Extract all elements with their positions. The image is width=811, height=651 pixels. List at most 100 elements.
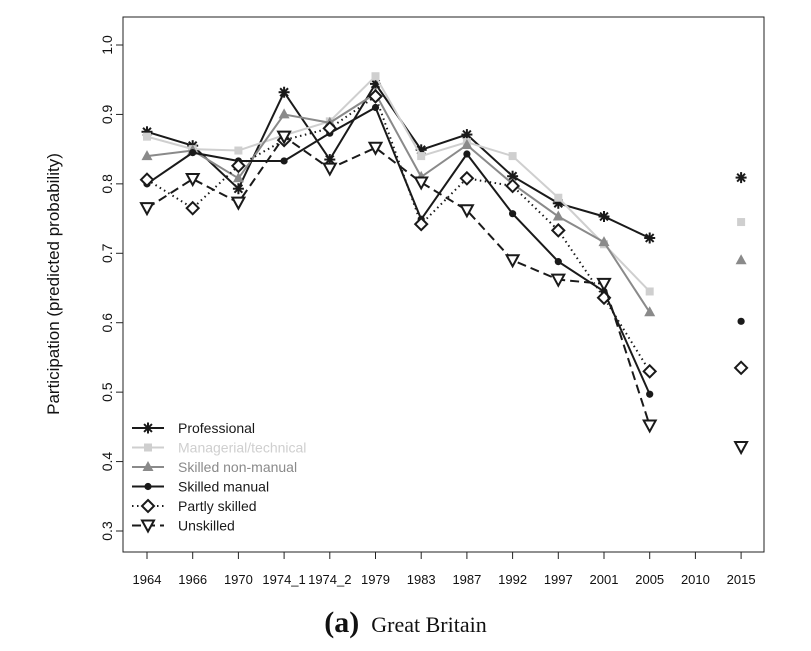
caption-panel-label: (a) xyxy=(324,606,360,639)
data-point xyxy=(459,170,475,186)
data-point xyxy=(234,146,243,155)
data-point xyxy=(737,218,746,227)
legend-marker xyxy=(142,422,154,434)
caption-title: Great Britain xyxy=(371,612,487,637)
legend-item: Skilled manual xyxy=(132,479,269,495)
data-point xyxy=(554,193,563,202)
x-tick-label: 1974_2 xyxy=(308,572,351,587)
data-point xyxy=(368,88,383,104)
data-point xyxy=(735,172,747,184)
y-axis-label: Participation (predicted probability) xyxy=(44,153,63,415)
data-point xyxy=(554,258,562,266)
x-tick-label: 2001 xyxy=(590,572,619,587)
legend-marker xyxy=(144,443,152,452)
data-point xyxy=(508,210,517,218)
legend-label: Unskilled xyxy=(178,518,235,534)
data-point xyxy=(417,152,426,161)
data-point xyxy=(276,130,292,145)
legend-label: Skilled manual xyxy=(178,479,269,495)
series-line xyxy=(146,106,651,395)
legend-marker xyxy=(140,519,156,534)
data-point xyxy=(461,129,473,141)
data-point xyxy=(322,162,338,177)
data-point xyxy=(278,86,290,98)
data-point xyxy=(371,72,380,81)
series-line xyxy=(146,74,651,293)
series-line xyxy=(146,92,651,313)
data-point xyxy=(598,210,610,222)
data-point xyxy=(733,440,749,456)
data-point xyxy=(367,141,384,156)
data-point xyxy=(371,103,380,112)
legend-item: Professional xyxy=(132,420,255,436)
data-point xyxy=(322,120,338,136)
legend-marker xyxy=(144,482,152,491)
series-line xyxy=(146,94,651,372)
data-point xyxy=(139,202,155,217)
x-tick-label: 1970 xyxy=(224,572,253,587)
x-tick-label: 2010 xyxy=(681,572,710,587)
plot-frame xyxy=(122,16,765,553)
data-point xyxy=(278,108,290,119)
data-point xyxy=(552,210,564,221)
data-point xyxy=(596,277,612,292)
data-point xyxy=(642,419,658,434)
legend-marker xyxy=(142,461,154,471)
series-skilled-manual xyxy=(143,103,745,398)
y-tick-label: 0.4 xyxy=(99,452,115,472)
data-point xyxy=(645,287,654,296)
data-point xyxy=(139,172,155,188)
figure-caption: (a) Great Britain xyxy=(0,606,811,640)
legend-item: Skilled non-manual xyxy=(132,459,297,475)
x-tick-label: 1966 xyxy=(178,572,207,587)
legend-item: Unskilled xyxy=(132,518,235,534)
x-tick-label: 1964 xyxy=(133,572,162,587)
data-point xyxy=(459,204,475,219)
data-point xyxy=(413,176,429,191)
data-point xyxy=(189,149,197,157)
data-point xyxy=(504,254,521,269)
x-tick-label: 1997 xyxy=(544,572,573,587)
series-layer xyxy=(139,72,749,456)
y-axis: 0.3 0.4 0.5 0.6 0.7 0.8 0.9 1.0 xyxy=(99,35,123,541)
legend-label: Professional xyxy=(178,420,255,436)
data-point xyxy=(185,172,201,188)
x-tick-label: 1983 xyxy=(407,572,436,587)
legend-label: Partly skilled xyxy=(178,498,257,514)
x-tick-label: 1974_1 xyxy=(262,572,305,587)
legend-label: Skilled non-manual xyxy=(178,459,297,475)
data-point xyxy=(463,150,471,158)
y-tick-label: 1.0 xyxy=(99,35,115,55)
data-point xyxy=(550,273,566,288)
data-point xyxy=(598,236,610,247)
y-tick-label: 0.9 xyxy=(99,104,115,124)
legend-label: Managerial/technical xyxy=(178,440,306,456)
data-point xyxy=(508,152,517,161)
data-point xyxy=(185,200,201,216)
data-point xyxy=(230,196,247,211)
x-tick-label: 1979 xyxy=(361,572,390,587)
data-point xyxy=(413,216,429,232)
data-point xyxy=(644,232,656,244)
y-tick-label: 0.7 xyxy=(99,243,115,263)
data-point xyxy=(505,178,521,194)
data-point xyxy=(642,363,658,379)
series-partly-skilled xyxy=(139,88,749,379)
data-point xyxy=(232,172,244,183)
x-tick-label: 2005 xyxy=(635,572,664,587)
data-point xyxy=(644,306,656,317)
data-point xyxy=(733,360,749,376)
legend-marker xyxy=(140,498,156,514)
x-tick-label: 1987 xyxy=(452,572,481,587)
data-point xyxy=(507,170,519,182)
data-point xyxy=(230,158,246,174)
data-point xyxy=(141,150,153,161)
y-tick-label: 0.5 xyxy=(99,382,115,402)
data-point xyxy=(737,317,745,325)
series-skilled-non-manual xyxy=(141,87,747,317)
legend: Professional Managerial/technical Skilled … xyxy=(132,420,306,534)
y-tick-label: 0.6 xyxy=(99,313,115,333)
data-point xyxy=(143,132,151,141)
data-point xyxy=(280,157,288,165)
data-point xyxy=(232,183,244,195)
